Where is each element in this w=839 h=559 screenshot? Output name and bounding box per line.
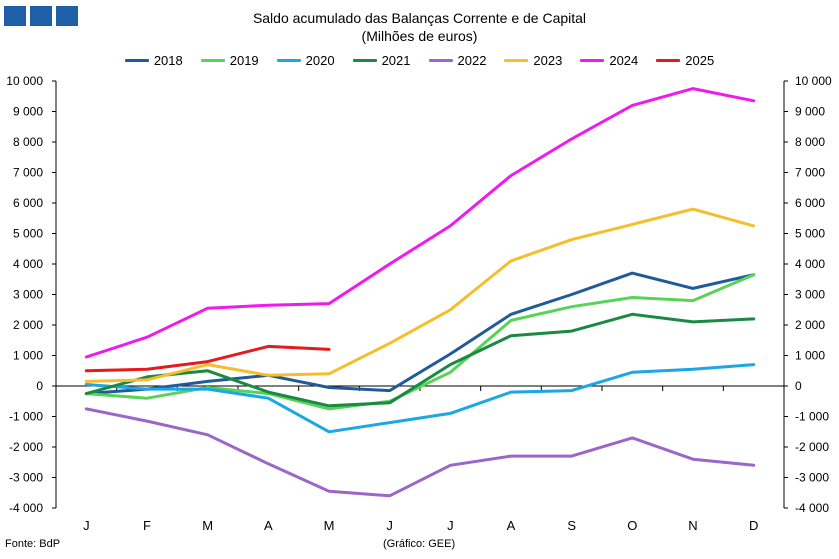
series-line-2018	[84, 271, 756, 396]
chart-title: Saldo acumulado das Balanças Corrente e …	[252, 10, 587, 26]
y-tick-label-left: 6 000	[13, 196, 43, 210]
x-tick-label: S	[567, 518, 576, 533]
series-line-2020	[84, 363, 756, 434]
legend-swatch	[276, 59, 301, 62]
y-tick-label-right: 4 000	[795, 257, 825, 271]
y-tick-label-right: -4 000	[795, 501, 829, 515]
legend-label: 2025	[685, 53, 715, 68]
legend-swatch	[352, 59, 377, 62]
series-line-2024	[84, 87, 756, 359]
x-tick-label: N	[688, 518, 697, 533]
y-tick-label-left: 3 000	[13, 288, 43, 302]
y-tick-label-right: 6 000	[795, 196, 825, 210]
legend-label: 2020	[305, 53, 335, 68]
y-tick-label-left: -3 000	[9, 471, 43, 485]
series-line-2022	[84, 407, 756, 498]
y-tick-label-left: 0	[36, 379, 43, 393]
y-tick-label-left: 4 000	[13, 257, 43, 271]
legend-item-2022: 2022	[428, 53, 487, 68]
y-tick-label-right: 9 000	[795, 105, 825, 119]
y-tick-label-right: -1 000	[795, 410, 829, 424]
x-tick-label: F	[143, 518, 151, 533]
y-tick-label-left: -4 000	[9, 501, 43, 515]
logo-block-3	[56, 6, 78, 26]
legend-item-2024: 2024	[580, 53, 638, 68]
legend-label: 2021	[381, 53, 411, 68]
y-tick-label-left: -2 000	[9, 440, 43, 454]
legend-swatch	[656, 59, 681, 62]
y-tick-label-right: 5 000	[795, 227, 825, 241]
series-line-2025	[84, 344, 331, 373]
legend-label: 2019	[229, 53, 259, 68]
series-line-2021	[84, 312, 756, 408]
logo-block-1	[4, 6, 26, 26]
y-tick-label-left: 9 000	[13, 105, 43, 119]
y-tick-label-right: -3 000	[795, 471, 829, 485]
y-tick-label-left: 8 000	[13, 135, 43, 149]
legend-item-2021: 2021	[352, 53, 411, 68]
x-tick-label: A	[507, 518, 516, 533]
x-tick-label: D	[749, 518, 758, 533]
legend-item-2018: 2018	[124, 53, 183, 68]
x-tick-label: J	[447, 518, 454, 533]
y-tick-label-right: 2 000	[795, 318, 825, 332]
chart-title-block: Saldo acumulado das Balanças Corrente e …	[0, 9, 839, 45]
y-tick-label-left: 10 000	[6, 74, 43, 88]
y-tick-label-right: 7 000	[795, 166, 825, 180]
chart-legend: 2018 2019 2020 2021 2022 2023 2024 2025	[0, 53, 839, 68]
y-tick-label-right: -2 000	[795, 440, 829, 454]
y-tick-label-right: 3 000	[795, 288, 825, 302]
legend-item-2025: 2025	[656, 53, 714, 68]
y-tick-label-right: 1 000	[795, 349, 825, 363]
y-tick-label-right: 10 000	[795, 74, 832, 88]
legend-swatch	[124, 59, 149, 62]
logo-block-2	[30, 6, 52, 26]
y-tick-label-left: 7 000	[13, 166, 43, 180]
legend-swatch	[200, 59, 225, 62]
x-tick-label: J	[83, 518, 90, 533]
legend-swatch	[580, 59, 605, 62]
y-tick-label-left: 2 000	[13, 318, 43, 332]
x-tick-label: M	[202, 518, 213, 533]
legend-label: 2018	[153, 53, 183, 68]
y-tick-label-left: 5 000	[13, 227, 43, 241]
chart-subtitle: (Milhões de euros)	[361, 28, 478, 44]
bp-logo-icon	[4, 6, 78, 26]
credit-note: (Gráfico: GEE)	[383, 538, 456, 550]
source-note: Fonte: BdP	[5, 538, 61, 550]
legend-swatch	[428, 59, 453, 62]
y-tick-label-left: -1 000	[9, 410, 43, 424]
legend-item-2020: 2020	[276, 53, 335, 68]
x-tick-label: A	[264, 518, 273, 533]
y-tick-label-right: 8 000	[795, 135, 825, 149]
legend-label: 2024	[609, 53, 639, 68]
x-tick-label: M	[324, 518, 335, 533]
series-line-2023	[84, 207, 756, 383]
x-tick-label: O	[627, 518, 637, 533]
y-tick-label-right: 0	[795, 379, 802, 393]
legend-item-2023: 2023	[504, 53, 562, 68]
legend-item-2019: 2019	[200, 53, 259, 68]
legend-label: 2022	[457, 53, 487, 68]
y-tick-label-left: 1 000	[13, 349, 43, 363]
legend-swatch	[504, 59, 529, 62]
x-tick-label: J	[386, 518, 393, 533]
legend-label: 2023	[533, 53, 563, 68]
